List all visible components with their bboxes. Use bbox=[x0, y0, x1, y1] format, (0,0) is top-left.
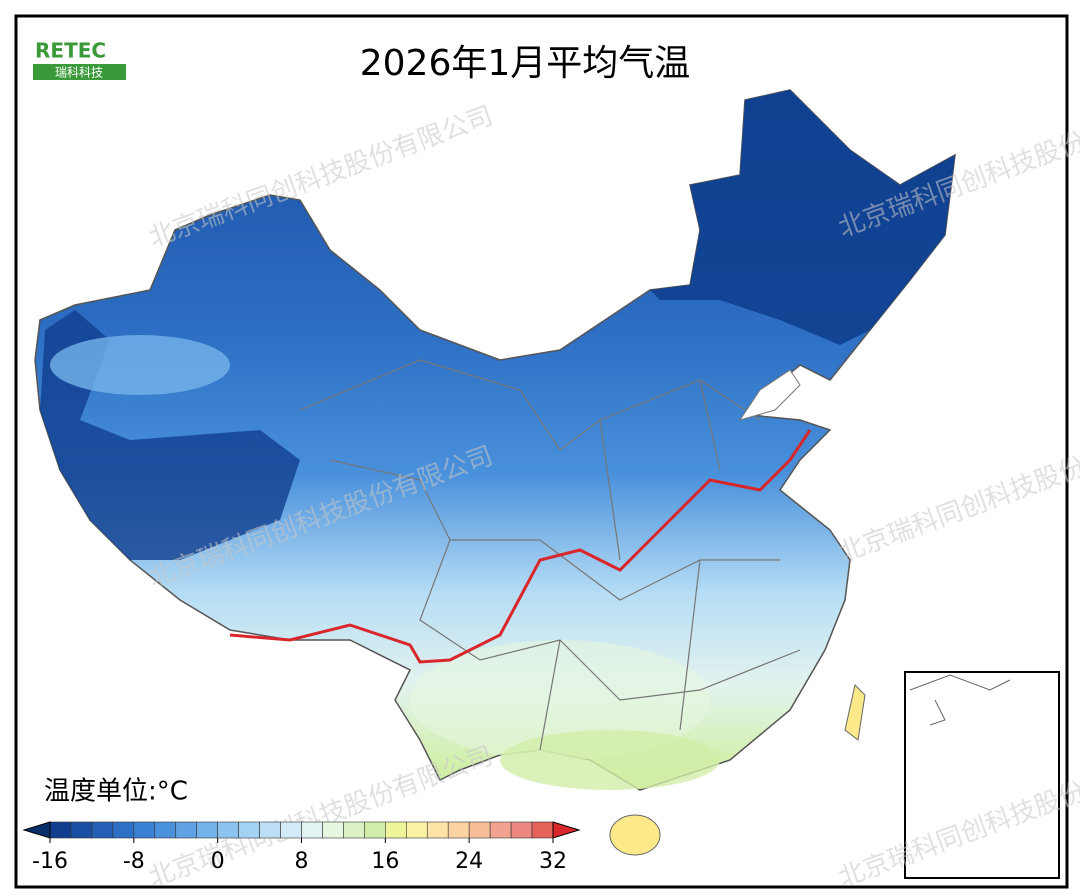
province-borders bbox=[299, 359, 801, 751]
south-region bbox=[410, 640, 710, 760]
colorbar-segment bbox=[510, 821, 533, 839]
china-map bbox=[34, 89, 956, 856]
colorbar-segment bbox=[489, 821, 512, 839]
colorbar-tick-label: 32 bbox=[539, 849, 567, 874]
colorbar-tick-label: 24 bbox=[455, 849, 483, 874]
taiwan bbox=[844, 684, 866, 741]
colorbar-arrow-high bbox=[552, 821, 581, 839]
colorbar-segment bbox=[175, 821, 198, 839]
colorbar-segment bbox=[259, 821, 281, 839]
colorbar-segment bbox=[468, 821, 491, 839]
colorbar-segment bbox=[343, 821, 365, 839]
colorbar-segment bbox=[238, 821, 260, 839]
colorbar-segment bbox=[154, 821, 177, 839]
hainan bbox=[609, 814, 661, 856]
colorbar-segment bbox=[385, 821, 407, 839]
colorbar-segment bbox=[112, 821, 135, 839]
south-china-sea-inset bbox=[904, 671, 1060, 879]
logo-sub: 瑞科科技 bbox=[55, 66, 103, 80]
inset-coast bbox=[909, 674, 1011, 726]
map-title: 2026年1月平均气温 bbox=[360, 43, 691, 84]
zero-isotherm bbox=[229, 429, 812, 664]
unit-label: 温度单位:°C bbox=[44, 777, 188, 807]
colorbar-tick-label: 0 bbox=[211, 849, 225, 874]
colorbar-arrow-low bbox=[22, 821, 51, 839]
colorbar-segment bbox=[133, 821, 156, 839]
logo: RETEC bbox=[35, 39, 106, 63]
colorbar-tick-label: -16 bbox=[32, 849, 68, 874]
colorbar-segment bbox=[70, 821, 93, 839]
colorbar-segment bbox=[426, 821, 449, 839]
warm-basin bbox=[50, 335, 230, 395]
colorbar-segment bbox=[280, 821, 302, 839]
colorbar-segment bbox=[301, 821, 323, 839]
colorbar-segment bbox=[531, 821, 554, 839]
colorbar-tick-label: -8 bbox=[123, 849, 145, 874]
colorbar-segment bbox=[364, 821, 386, 839]
colorbar-segment bbox=[217, 821, 239, 839]
cold-region-west bbox=[40, 310, 300, 560]
colorbar-tick-label: 8 bbox=[295, 849, 309, 874]
colorbar-tick-label: 16 bbox=[371, 849, 399, 874]
logo-bar bbox=[33, 64, 126, 80]
colorbar-segment bbox=[91, 821, 114, 839]
south-coast bbox=[500, 730, 720, 790]
bohai-sea bbox=[738, 369, 801, 421]
colorbar-segment bbox=[405, 821, 428, 839]
colorbar-segment bbox=[447, 821, 470, 839]
colorbar-segment bbox=[322, 821, 344, 839]
colorbar-segment bbox=[49, 821, 72, 839]
cold-region-northeast bbox=[650, 90, 955, 345]
colorbar-segment bbox=[196, 821, 218, 839]
